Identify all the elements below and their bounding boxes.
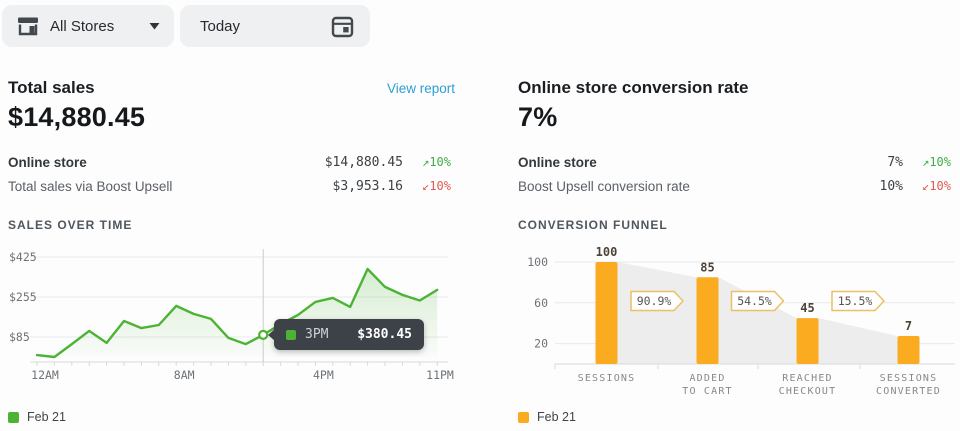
svg-text:CHECKOUT: CHECKOUT	[779, 386, 837, 397]
conversion-rows: Online store 7% ↗10% Boost Upsell conver…	[518, 150, 951, 198]
svg-text:8AM: 8AM	[174, 368, 195, 382]
chevron-down-icon	[149, 23, 160, 30]
metric-row-boost-upsell: Total sales via Boost Upsell $3,953.16 ↙…	[8, 174, 451, 198]
metric-value: 7%	[887, 154, 903, 170]
store-selector-label: All Stores	[50, 17, 115, 35]
svg-text:$85: $85	[9, 330, 30, 344]
tooltip-value: $380.45	[357, 327, 412, 342]
funnel-chart-svg: 100 60 20 100 85 45 7 90.9% 54.5% 15.5% SESSIONS AD…	[527, 245, 959, 397]
chart-tooltip: 3PM $380.45	[268, 319, 424, 350]
conversion-value: 7%	[518, 102, 558, 132]
metric-label: Online store	[8, 154, 87, 170]
store-selector-button[interactable]: All Stores	[2, 5, 174, 47]
sales-chart-svg: $425 $255 $85 12AM 8AM 4PM 11PM	[9, 249, 454, 382]
svg-text:90.9%: 90.9%	[637, 294, 672, 308]
svg-text:60: 60	[534, 296, 548, 310]
svg-text:15.5%: 15.5%	[838, 294, 873, 308]
conversion-funnel-heading: CONVERSION FUNNEL	[518, 218, 668, 232]
delta-badge: ↙10%	[922, 179, 951, 193]
total-sales-panel: Total sales View report $14,880.45 Onlin…	[8, 70, 455, 430]
total-sales-value: $14,880.45	[8, 102, 146, 132]
metric-value: 10%	[879, 178, 903, 194]
total-sales-title: Total sales	[8, 78, 95, 97]
svg-text:85: 85	[700, 260, 714, 274]
svg-text:CONVERTED: CONVERTED	[876, 386, 941, 397]
delta-badge: ↗10%	[922, 155, 951, 169]
svg-text:TO CART: TO CART	[682, 386, 733, 397]
svg-text:ADDED: ADDED	[689, 373, 725, 384]
conversion-title: Online store conversion rate	[518, 78, 749, 97]
svg-text:4PM: 4PM	[313, 368, 334, 382]
delta-badge: ↗10%	[422, 155, 451, 169]
svg-text:$255: $255	[9, 290, 37, 304]
legend-label: Feb 21	[537, 410, 576, 424]
calendar-icon	[331, 16, 354, 37]
total-sales-rows: Online store $14,880.45 ↗10% Total sales…	[8, 150, 451, 198]
svg-text:SESSIONS: SESSIONS	[578, 373, 636, 384]
metric-row-online-store: Online store 7% ↗10%	[518, 150, 951, 174]
legend-swatch-icon	[8, 411, 19, 423]
svg-text:SESSIONS: SESSIONS	[880, 373, 938, 384]
svg-text:45: 45	[800, 301, 814, 315]
delta-badge: ↙10%	[422, 179, 451, 193]
conversion-panel: Online store conversion rate 7% Online s…	[518, 70, 959, 430]
date-selector-label: Today	[200, 17, 241, 35]
sales-legend: Feb 21	[8, 410, 66, 424]
storefront-icon	[18, 17, 38, 36]
view-report-link[interactable]: View report	[386, 81, 455, 96]
metric-label: Online store	[518, 154, 597, 170]
metric-row-boost-upsell: Boost Upsell conversion rate 10% ↙10%	[518, 174, 951, 198]
conversion-funnel-chart[interactable]: 100 60 20 100 85 45 7 90.9% 54.5% 15.5% SESSIONS AD…	[518, 240, 959, 400]
svg-text:11PM: 11PM	[426, 368, 454, 382]
funnel-legend: Feb 21	[518, 410, 576, 424]
legend-label: Feb 21	[27, 410, 66, 424]
sales-over-time-heading: SALES OVER TIME	[8, 218, 133, 232]
metric-value: $14,880.45	[324, 154, 403, 170]
svg-text:$425: $425	[9, 250, 37, 264]
metric-label: Total sales via Boost Upsell	[8, 178, 173, 194]
tooltip-time: 3PM	[305, 327, 329, 342]
svg-text:REACHED: REACHED	[782, 373, 833, 384]
series-swatch-icon	[286, 329, 296, 340]
svg-text:12AM: 12AM	[31, 368, 59, 382]
sales-over-time-chart[interactable]: $425 $255 $85 12AM 8AM 4PM 11PM 3PM $380.45	[8, 243, 455, 385]
date-selector-button[interactable]: Today	[180, 5, 370, 47]
metric-row-online-store: Online store $14,880.45 ↗10%	[8, 150, 451, 174]
svg-text:7: 7	[905, 319, 912, 333]
legend-swatch-icon	[518, 411, 529, 423]
svg-text:100: 100	[596, 245, 618, 259]
metric-value: $3,953.16	[332, 178, 403, 194]
svg-text:20: 20	[534, 337, 548, 351]
metric-label: Boost Upsell conversion rate	[518, 178, 690, 194]
svg-text:54.5%: 54.5%	[737, 294, 772, 308]
svg-text:100: 100	[527, 255, 548, 269]
